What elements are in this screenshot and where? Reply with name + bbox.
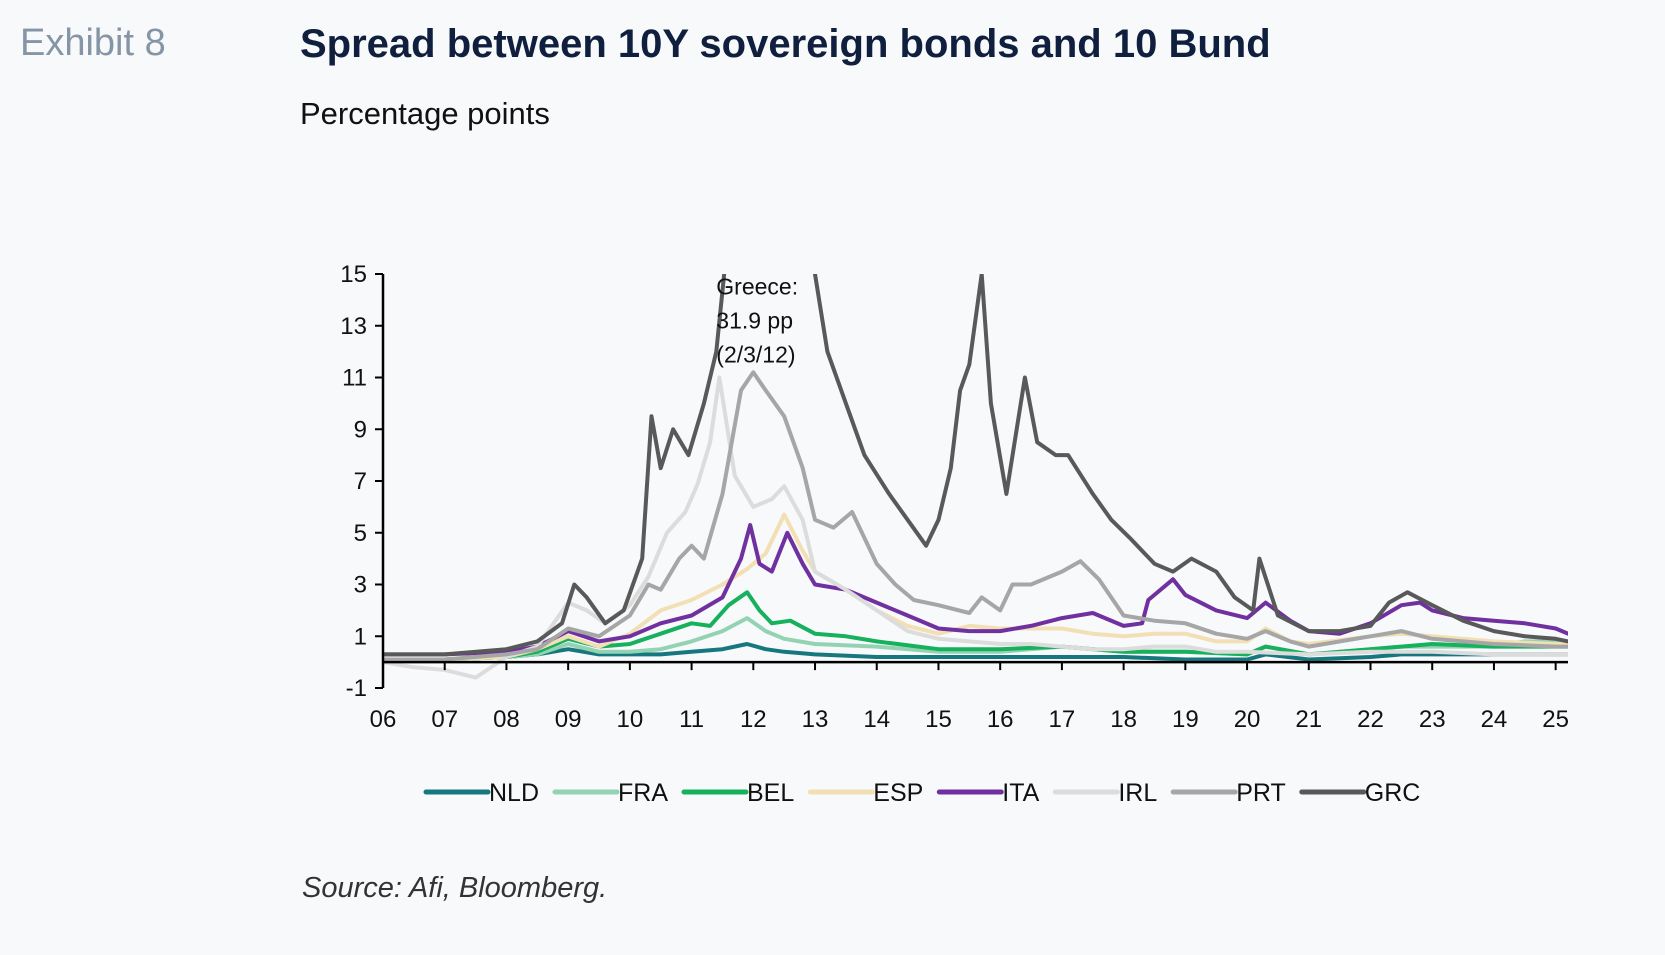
x-tick-label: 08 [493,706,520,733]
legend-label-fra: FRA [618,779,668,807]
annotation-line: (2/3/12) [716,342,795,368]
x-tick-label: 12 [740,706,767,733]
x-tick-label: 16 [987,706,1014,733]
y-tick-label: 1 [354,623,367,650]
x-tick-label: 07 [431,706,458,733]
y-tick-label: 5 [354,520,367,547]
chart-title: Spread between 10Y sovereign bonds and 1… [300,22,1271,66]
x-tick-label: 11 [679,706,704,733]
x-tick-label: 23 [1419,706,1446,733]
greece-annotation: Greece: 31.9 pp (2/3/12) [716,274,798,368]
x-tick-label: 06 [370,706,397,733]
legend-label-ita: ITA [1002,779,1039,807]
chart-legend: NLD FRA BEL ESP ITA IRL PRT GRC [423,779,1421,807]
legend-label-bel: BEL [747,779,794,807]
y-tick-label: -1 [346,675,367,702]
legend-label-grc: GRC [1365,779,1421,807]
legend-label-nld: NLD [489,779,539,807]
x-tick-label: 15 [925,706,952,733]
x-tick-label: 19 [1172,706,1199,733]
y-tick-label: 11 [342,365,367,392]
x-tick-label: 13 [802,706,829,733]
y-tick-label: 3 [354,572,367,599]
annotation-line: Greece: [716,274,798,300]
x-tick-label: 21 [1295,706,1322,733]
chart-subtitle: Percentage points [300,96,550,131]
plot-lines [383,274,1568,680]
exhibit-label: Exhibit 8 [20,22,166,64]
series-line-ita [383,523,1568,657]
annotation-line: 31.9 pp [716,308,793,334]
x-tick-label: 22 [1357,706,1384,733]
y-tick-label: 15 [340,261,367,288]
x-tick-label: 25 [1542,706,1569,733]
x-tick-label: 17 [1049,706,1076,733]
y-tick-label: 13 [340,313,367,340]
series-line-grc [383,274,1568,657]
x-tick-label: 20 [1234,706,1261,733]
source-note: Source: Afi, Bloomberg. [302,872,608,904]
legend-label-irl: IRL [1118,779,1157,807]
series-line-prt [383,370,1568,662]
x-tick-label: 14 [863,706,890,733]
legend-label-prt: PRT [1236,779,1286,807]
x-tick-label: 10 [617,706,644,733]
x-tick-label: 18 [1110,706,1137,733]
x-tick-label: 09 [555,706,582,733]
series-line-irl [383,375,1568,680]
y-tick-label: 7 [354,468,367,495]
series-line-nld [383,642,1568,662]
y-tick-label: 9 [354,416,367,443]
legend-label-esp: ESP [873,779,923,807]
x-tick-label: 24 [1481,706,1508,733]
